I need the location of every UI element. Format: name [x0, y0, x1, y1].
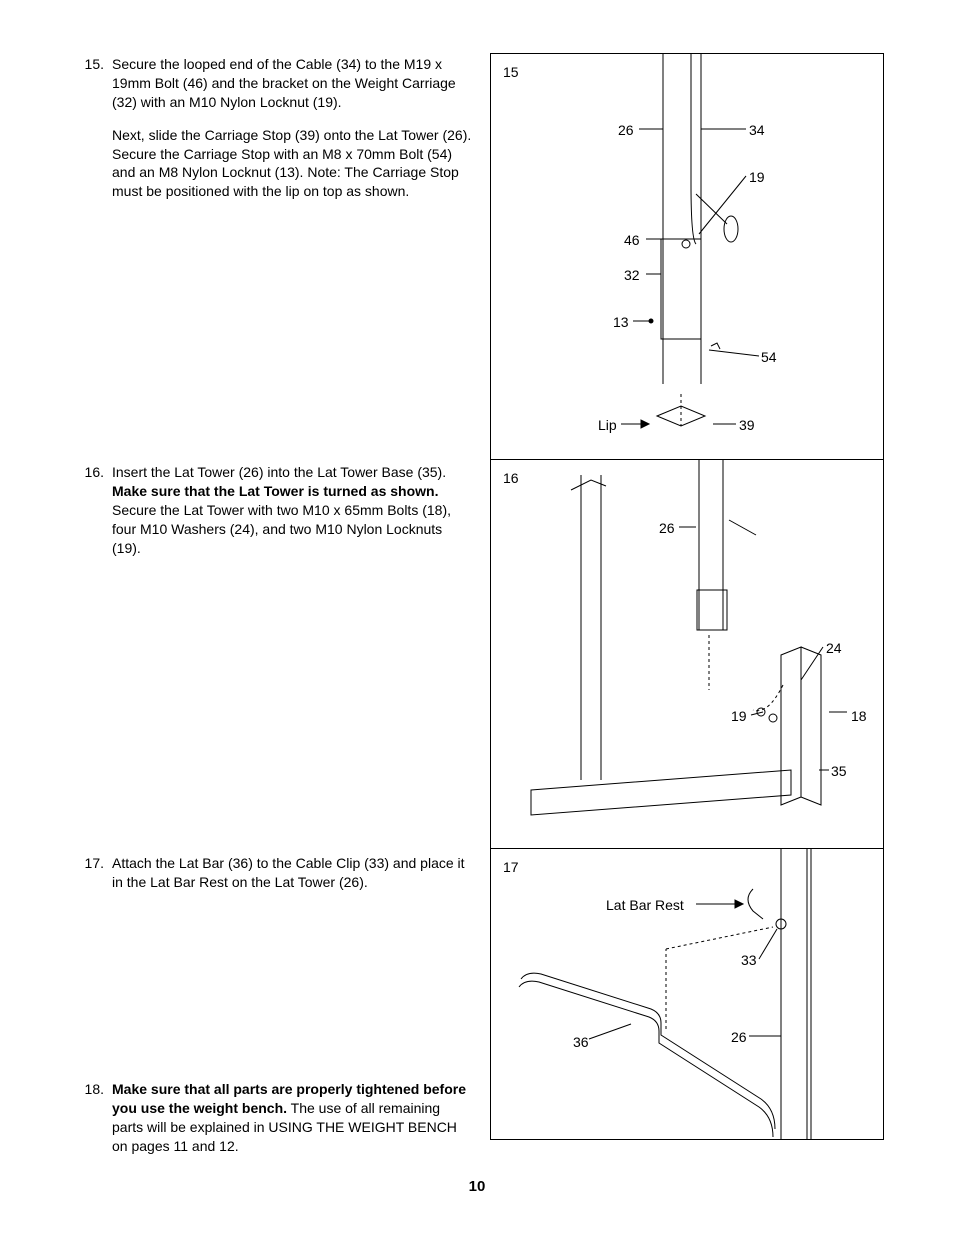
callout-label: 39	[739, 417, 755, 433]
callout-label: Lip	[598, 417, 617, 433]
panel-number: 16	[503, 470, 519, 486]
step-body: Make sure that all parts are properly ti…	[112, 1080, 472, 1170]
callout-label: 35	[831, 763, 847, 779]
instruction-step: 15. Secure the looped end of the Cable (3…	[82, 55, 472, 215]
callout-label: 18	[851, 708, 867, 724]
diagram-column: 15 26 34 19 46 32 13 54 Lip 39 16	[490, 53, 884, 1140]
callout-label: 36	[573, 1034, 589, 1050]
callout-label: 26	[618, 122, 634, 138]
step-number: 18.	[82, 1080, 104, 1170]
step-number: 16.	[82, 463, 104, 571]
callout-label: 26	[659, 520, 675, 536]
instruction-step: 17. Attach the Lat Bar (36) to the Cable …	[82, 854, 472, 906]
diagram-panel: 16 26 24 19 18 35	[491, 460, 883, 849]
panel-number: 15	[503, 64, 519, 80]
page-number: 10	[0, 1178, 954, 1195]
callout-label: 19	[749, 169, 765, 185]
callout-label: 34	[749, 122, 765, 138]
panel-number: 17	[503, 859, 519, 875]
diagram-panel: 15 26 34 19 46 32 13 54 Lip 39	[491, 54, 883, 460]
callout-label: 54	[761, 349, 777, 365]
step-number: 15.	[82, 55, 104, 215]
callout-label: 46	[624, 232, 640, 248]
callout-label: 24	[826, 640, 842, 656]
instruction-step: 18. Make sure that all parts are properly…	[82, 1080, 472, 1170]
step-body: Insert the Lat Tower (26) into the Lat T…	[112, 463, 472, 571]
step-body: Attach the Lat Bar (36) to the Cable Cli…	[112, 854, 472, 906]
callout-label: 19	[731, 708, 747, 724]
callout-label: Lat Bar Rest	[606, 897, 684, 913]
diagram-panel: 17 Lat Bar Rest 33 36 26	[491, 849, 883, 1139]
step-number: 17.	[82, 854, 104, 906]
callout-label: 32	[624, 267, 640, 283]
step-body: Secure the looped end of the Cable (34) …	[112, 55, 472, 215]
instruction-step: 16. Insert the Lat Tower (26) into the La…	[82, 463, 472, 571]
callout-label: 33	[741, 952, 757, 968]
callout-label: 26	[731, 1029, 747, 1045]
callout-label: 13	[613, 314, 629, 330]
